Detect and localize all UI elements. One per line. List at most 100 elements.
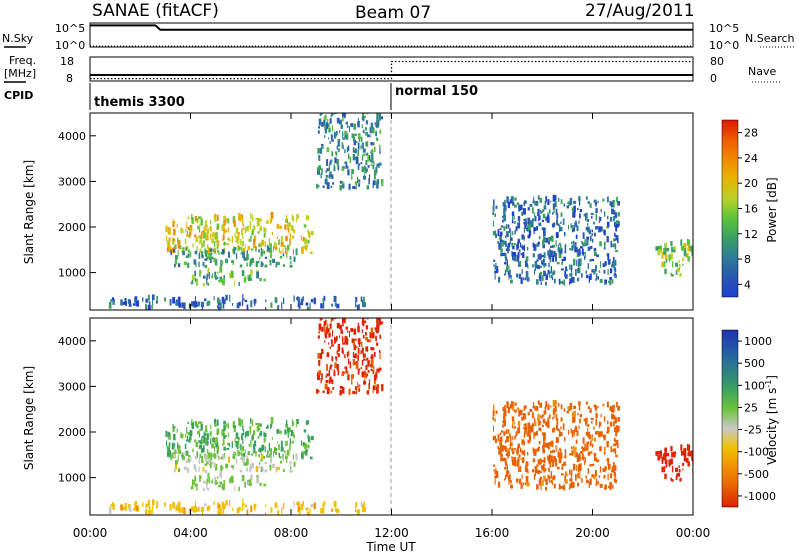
power-echo-cell xyxy=(176,223,178,228)
velocity-echo-cell xyxy=(289,470,293,473)
velocity-echo-cell xyxy=(664,473,667,480)
power-echo-cell xyxy=(576,225,579,232)
power-echo-cell xyxy=(261,241,263,247)
power-echo-cell xyxy=(614,243,617,250)
velocity-echo-cell xyxy=(365,365,368,370)
velocity-echo-cell xyxy=(578,454,581,461)
velocity-echo-cell xyxy=(216,476,219,479)
power-echo-cell xyxy=(324,124,327,131)
velocity-echo-cell xyxy=(553,427,556,431)
power-echo-cell xyxy=(194,270,197,277)
velocity-echo-cell xyxy=(567,406,570,409)
velocity-echo-cell xyxy=(321,373,323,380)
power-echo-cell xyxy=(552,255,555,262)
power-echo-cell xyxy=(310,251,313,255)
power-echo-cell xyxy=(531,207,534,214)
velocity-echo-cell xyxy=(336,508,340,514)
power-echo-cell xyxy=(296,214,299,220)
power-echo-cell xyxy=(216,276,219,280)
power-echo-cell xyxy=(664,268,667,275)
power-echo-cell xyxy=(324,178,328,185)
power-echo-cell xyxy=(606,237,608,242)
velocity-echo-cell xyxy=(221,429,225,436)
velocity-echo-cell xyxy=(370,360,374,368)
power-echo-cell xyxy=(366,185,370,190)
velocity-echo-cell xyxy=(514,402,517,406)
velocity-echo-cell xyxy=(225,499,228,506)
power-echo-cell xyxy=(356,141,358,144)
power-echo-cell xyxy=(352,153,355,161)
velocity-echo-cell xyxy=(355,362,359,370)
velocity-echo-cell xyxy=(265,504,267,508)
velocity-echo-cell xyxy=(552,449,555,453)
power-echo-cell xyxy=(210,233,212,240)
velocity-echo-cell xyxy=(597,405,599,409)
power-echo-cell xyxy=(198,216,201,219)
velocity-echo-cell xyxy=(317,373,320,380)
velocity-echo-cell xyxy=(587,406,590,409)
power-echo-cell xyxy=(215,236,219,243)
velocity-echo-cell xyxy=(177,442,179,449)
power-echo-cell xyxy=(534,269,535,275)
velocity-echo-cell xyxy=(287,427,290,431)
power-echo-cell xyxy=(364,165,366,170)
power-echo-cell xyxy=(174,259,178,265)
power-echo-cell xyxy=(543,265,546,268)
power-echo-cell xyxy=(365,153,367,156)
power-echo-cell xyxy=(199,239,203,244)
velocity-echo-cell xyxy=(536,464,539,467)
power-echo-cell xyxy=(604,279,607,284)
power-echo-cell xyxy=(555,208,558,215)
power-echo-cell xyxy=(318,165,322,171)
velocity-echo-cell xyxy=(324,340,326,343)
velocity-echo-cell xyxy=(506,470,509,477)
velocity-echo-cell xyxy=(214,446,216,453)
velocity-echo-cell xyxy=(535,469,538,474)
power-echo-cell xyxy=(589,273,592,280)
power-echo-cell xyxy=(353,123,357,130)
velocity-echo-cell xyxy=(219,508,222,514)
power-echo-cell xyxy=(125,300,127,306)
velocity-echo-cell xyxy=(354,355,357,358)
power-echo-cell xyxy=(522,255,525,258)
power-echo-cell xyxy=(508,271,511,278)
power-echo-cell xyxy=(579,209,582,213)
power-echo-cell xyxy=(593,269,596,275)
velocity-echo-cell xyxy=(518,444,520,448)
velocity-echo-cell xyxy=(561,463,564,467)
velocity-echo-cell xyxy=(211,461,214,465)
velocity-echo-cell xyxy=(218,456,220,460)
velocity-echo-cell xyxy=(597,430,599,434)
power-echo-cell xyxy=(283,245,286,248)
power-echo-cell xyxy=(347,153,350,160)
power-echo-cell xyxy=(545,274,548,280)
velocity-echo-cell xyxy=(575,425,577,433)
velocity-echo-cell xyxy=(268,443,270,449)
velocity-echo-cell xyxy=(108,506,112,514)
velocity-echo-cell xyxy=(122,506,125,510)
power-echo-cell xyxy=(201,251,204,258)
velocity-echo-cell xyxy=(585,475,587,479)
power-echo-cell xyxy=(527,217,531,225)
velocity-echo-cell xyxy=(494,470,497,475)
velocity-echo-cell xyxy=(302,501,304,506)
power-echo-cell xyxy=(604,282,607,285)
power-echo-cell xyxy=(288,222,291,227)
velocity-echo-cell xyxy=(242,498,244,506)
velocity-echo-cell xyxy=(535,421,537,427)
power-echo-cell xyxy=(511,211,515,216)
power-echo-cell xyxy=(202,275,206,279)
velocity-echo-cell xyxy=(190,486,192,490)
power-echo-cell xyxy=(194,277,196,283)
power-echo-cell xyxy=(251,257,255,263)
velocity-echo-cell xyxy=(613,471,616,476)
power-echo-cell xyxy=(330,114,333,118)
velocity-echo-cell xyxy=(321,326,324,332)
velocity-echo-cell xyxy=(586,424,590,427)
power-echo-cell xyxy=(666,247,670,252)
velocity-echo-cell xyxy=(597,481,599,485)
velocity-echo-cell xyxy=(553,411,555,418)
velocity-echo-cell xyxy=(659,450,662,456)
velocity-echo-cell xyxy=(348,350,350,356)
